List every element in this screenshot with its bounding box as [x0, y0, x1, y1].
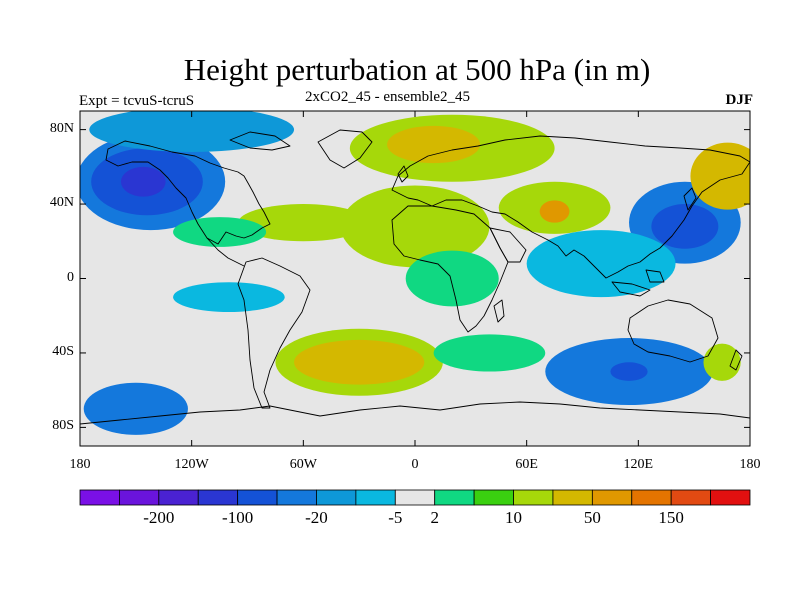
anomaly-patch	[238, 204, 369, 242]
colorbar-box	[316, 489, 357, 506]
y-tick-label: 40N	[49, 195, 74, 211]
colorbar-box	[513, 489, 554, 506]
colorbar-box	[79, 489, 120, 506]
colorbar-label: 10	[505, 508, 523, 527]
colorbar-box	[552, 489, 593, 506]
y-tick-label: 80N	[49, 120, 74, 136]
anomaly-patch	[433, 334, 546, 372]
colorbar-label: -5	[388, 508, 403, 527]
colorbar-box	[276, 489, 317, 506]
colorbar-label: -20	[305, 508, 328, 527]
anomaly-patch	[703, 343, 741, 381]
y-tick-label: 0	[67, 269, 74, 285]
season-label: DJF	[725, 92, 754, 108]
anomaly-fields	[80, 111, 750, 435]
colorbar-box	[158, 489, 199, 506]
anomaly-patch	[526, 230, 676, 298]
experiment-label: Expt = tcvuS-tcruS	[79, 93, 195, 109]
anomaly-patch	[294, 339, 425, 385]
anomaly-patch	[340, 185, 490, 268]
anomaly-patch	[173, 282, 285, 312]
colorbar-box	[434, 489, 475, 506]
anomaly-patch	[173, 217, 267, 247]
anomaly-patch	[610, 362, 648, 381]
y-tick-label: 80S	[52, 418, 74, 434]
colorbar-box	[631, 489, 672, 506]
colorbar-label: 150	[658, 508, 684, 527]
coastlines	[80, 129, 750, 425]
colorbar-label: 2	[430, 508, 439, 527]
anomaly-patch	[539, 200, 570, 223]
colorbar-label: -100	[222, 508, 254, 527]
y-tick-label: 40S	[52, 343, 74, 359]
colorbar-box	[591, 489, 633, 506]
colorbar-box	[394, 489, 436, 506]
anomaly-patch	[651, 204, 719, 249]
colorbar-box	[473, 489, 514, 506]
x-tick-label: 120W	[174, 457, 209, 472]
x-tick-label: 180	[739, 457, 761, 472]
anomaly-patch	[405, 250, 499, 307]
x-tick-label: 60E	[515, 457, 538, 472]
ensemble-label: 2xCO2_45 - ensemble2_45	[305, 89, 470, 105]
colorbar-box	[355, 489, 396, 506]
x-tick-label: 0	[411, 457, 419, 472]
colorbar-label: 50	[583, 508, 601, 527]
colorbar-box	[237, 489, 278, 506]
colorbar-label: -200	[143, 508, 175, 527]
anomaly-patch	[690, 142, 750, 210]
colorbar	[79, 489, 751, 506]
plot-title: Height perturbation at 500 hPa (in m)	[183, 52, 651, 87]
x-tick-label: 180	[69, 457, 91, 472]
colorbar-box	[119, 489, 160, 506]
colorbar-box	[710, 489, 751, 506]
anomaly-patch	[83, 382, 188, 435]
x-tick-label: 60W	[289, 457, 317, 472]
colorbar-box	[670, 489, 711, 506]
anomaly-patch	[387, 125, 481, 164]
anomaly-patch	[89, 111, 294, 152]
x-tick-label: 120E	[623, 457, 654, 472]
axis-ticks	[79, 111, 751, 446]
anomaly-patch	[120, 166, 166, 197]
colorbar-box	[197, 489, 239, 506]
